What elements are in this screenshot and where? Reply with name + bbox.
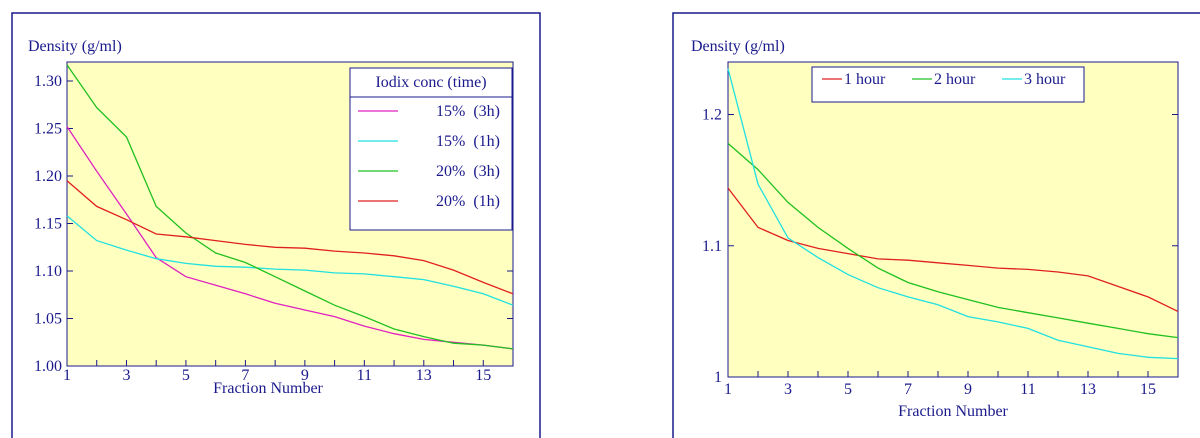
x-tick-label: 1 bbox=[63, 367, 71, 384]
y-axis-label: Density (g/ml) bbox=[28, 38, 122, 55]
chart-iodix-concentration: Density (g/ml) 1.00 1.05 1.10 1.15 1.20 1.25 1… bbox=[11, 12, 541, 438]
y-tick-label: 1.15 bbox=[34, 216, 62, 233]
series-line-1 bbox=[66, 215, 514, 306]
y-tick-label: 1.10 bbox=[34, 263, 62, 280]
legend-box bbox=[811, 66, 1085, 103]
x-tick-label: 5 bbox=[844, 381, 852, 398]
legend: Iodix conc (time) 15% (3h) 15% (1h) 20% (3… bbox=[349, 67, 513, 231]
x-tick-label: 11 bbox=[357, 367, 372, 384]
x-tick-label: 1 bbox=[724, 381, 732, 398]
series-line-0 bbox=[66, 126, 514, 350]
legend-box bbox=[349, 67, 513, 231]
x-axis-label: Fraction Number bbox=[213, 380, 323, 397]
x-tick-label: 3 bbox=[122, 367, 130, 384]
x-tick-label: 13 bbox=[1080, 381, 1096, 398]
legend-label: 2 hour bbox=[934, 71, 976, 88]
x-tick-label: 5 bbox=[182, 367, 190, 384]
series-line-3 bbox=[66, 180, 514, 295]
y-tick-label: 1.1 bbox=[702, 238, 722, 255]
legend-label: 15% (3h) bbox=[436, 103, 500, 120]
x-tick-label: 7 bbox=[904, 381, 912, 398]
x-axis-label: Fraction Number bbox=[898, 403, 1008, 420]
plot-area bbox=[727, 61, 1179, 378]
legend-label: 20% (3h) bbox=[436, 163, 500, 180]
y-tick-label: 1.00 bbox=[34, 358, 62, 375]
legend-label: 1 hour bbox=[844, 71, 886, 88]
x-tick-label: 13 bbox=[416, 367, 432, 384]
legend-label: 3 hour bbox=[1024, 71, 1066, 88]
x-tick-label: 15 bbox=[475, 367, 491, 384]
legend-label: 15% (1h) bbox=[436, 133, 500, 150]
series-line-2 bbox=[66, 64, 514, 350]
y-tick-label: 1.20 bbox=[34, 168, 62, 185]
legend-title: Iodix conc (time) bbox=[375, 74, 486, 91]
y-axis-label: Density (g/ml) bbox=[691, 38, 785, 55]
y-tick-label: 1.30 bbox=[34, 73, 62, 90]
x-tick-label: 9 bbox=[964, 381, 972, 398]
series-line-2 bbox=[727, 68, 1179, 360]
x-tick-label: 11 bbox=[1020, 381, 1035, 398]
series-line-1 bbox=[727, 142, 1179, 339]
series-line-0 bbox=[727, 187, 1179, 312]
x-tick-label: 9 bbox=[301, 367, 309, 384]
x-tick-label: 7 bbox=[241, 367, 249, 384]
chart-density-by-hour: Density (g/ml) 11.11.2 1 3 5 7 9 11 13 15 Fract… bbox=[672, 12, 1200, 438]
y-tick-label: 1.2 bbox=[702, 107, 722, 124]
x-tick-label: 15 bbox=[1140, 381, 1156, 398]
y-tick-label: 1.25 bbox=[34, 121, 62, 138]
x-tick-label: 3 bbox=[784, 381, 792, 398]
legend: 1 hour 2 hour 3 hour bbox=[811, 66, 1085, 103]
legend-label: 20% (1h) bbox=[436, 193, 500, 210]
y-tick-label: 1 bbox=[714, 369, 722, 386]
y-tick-label: 1.05 bbox=[34, 311, 62, 328]
